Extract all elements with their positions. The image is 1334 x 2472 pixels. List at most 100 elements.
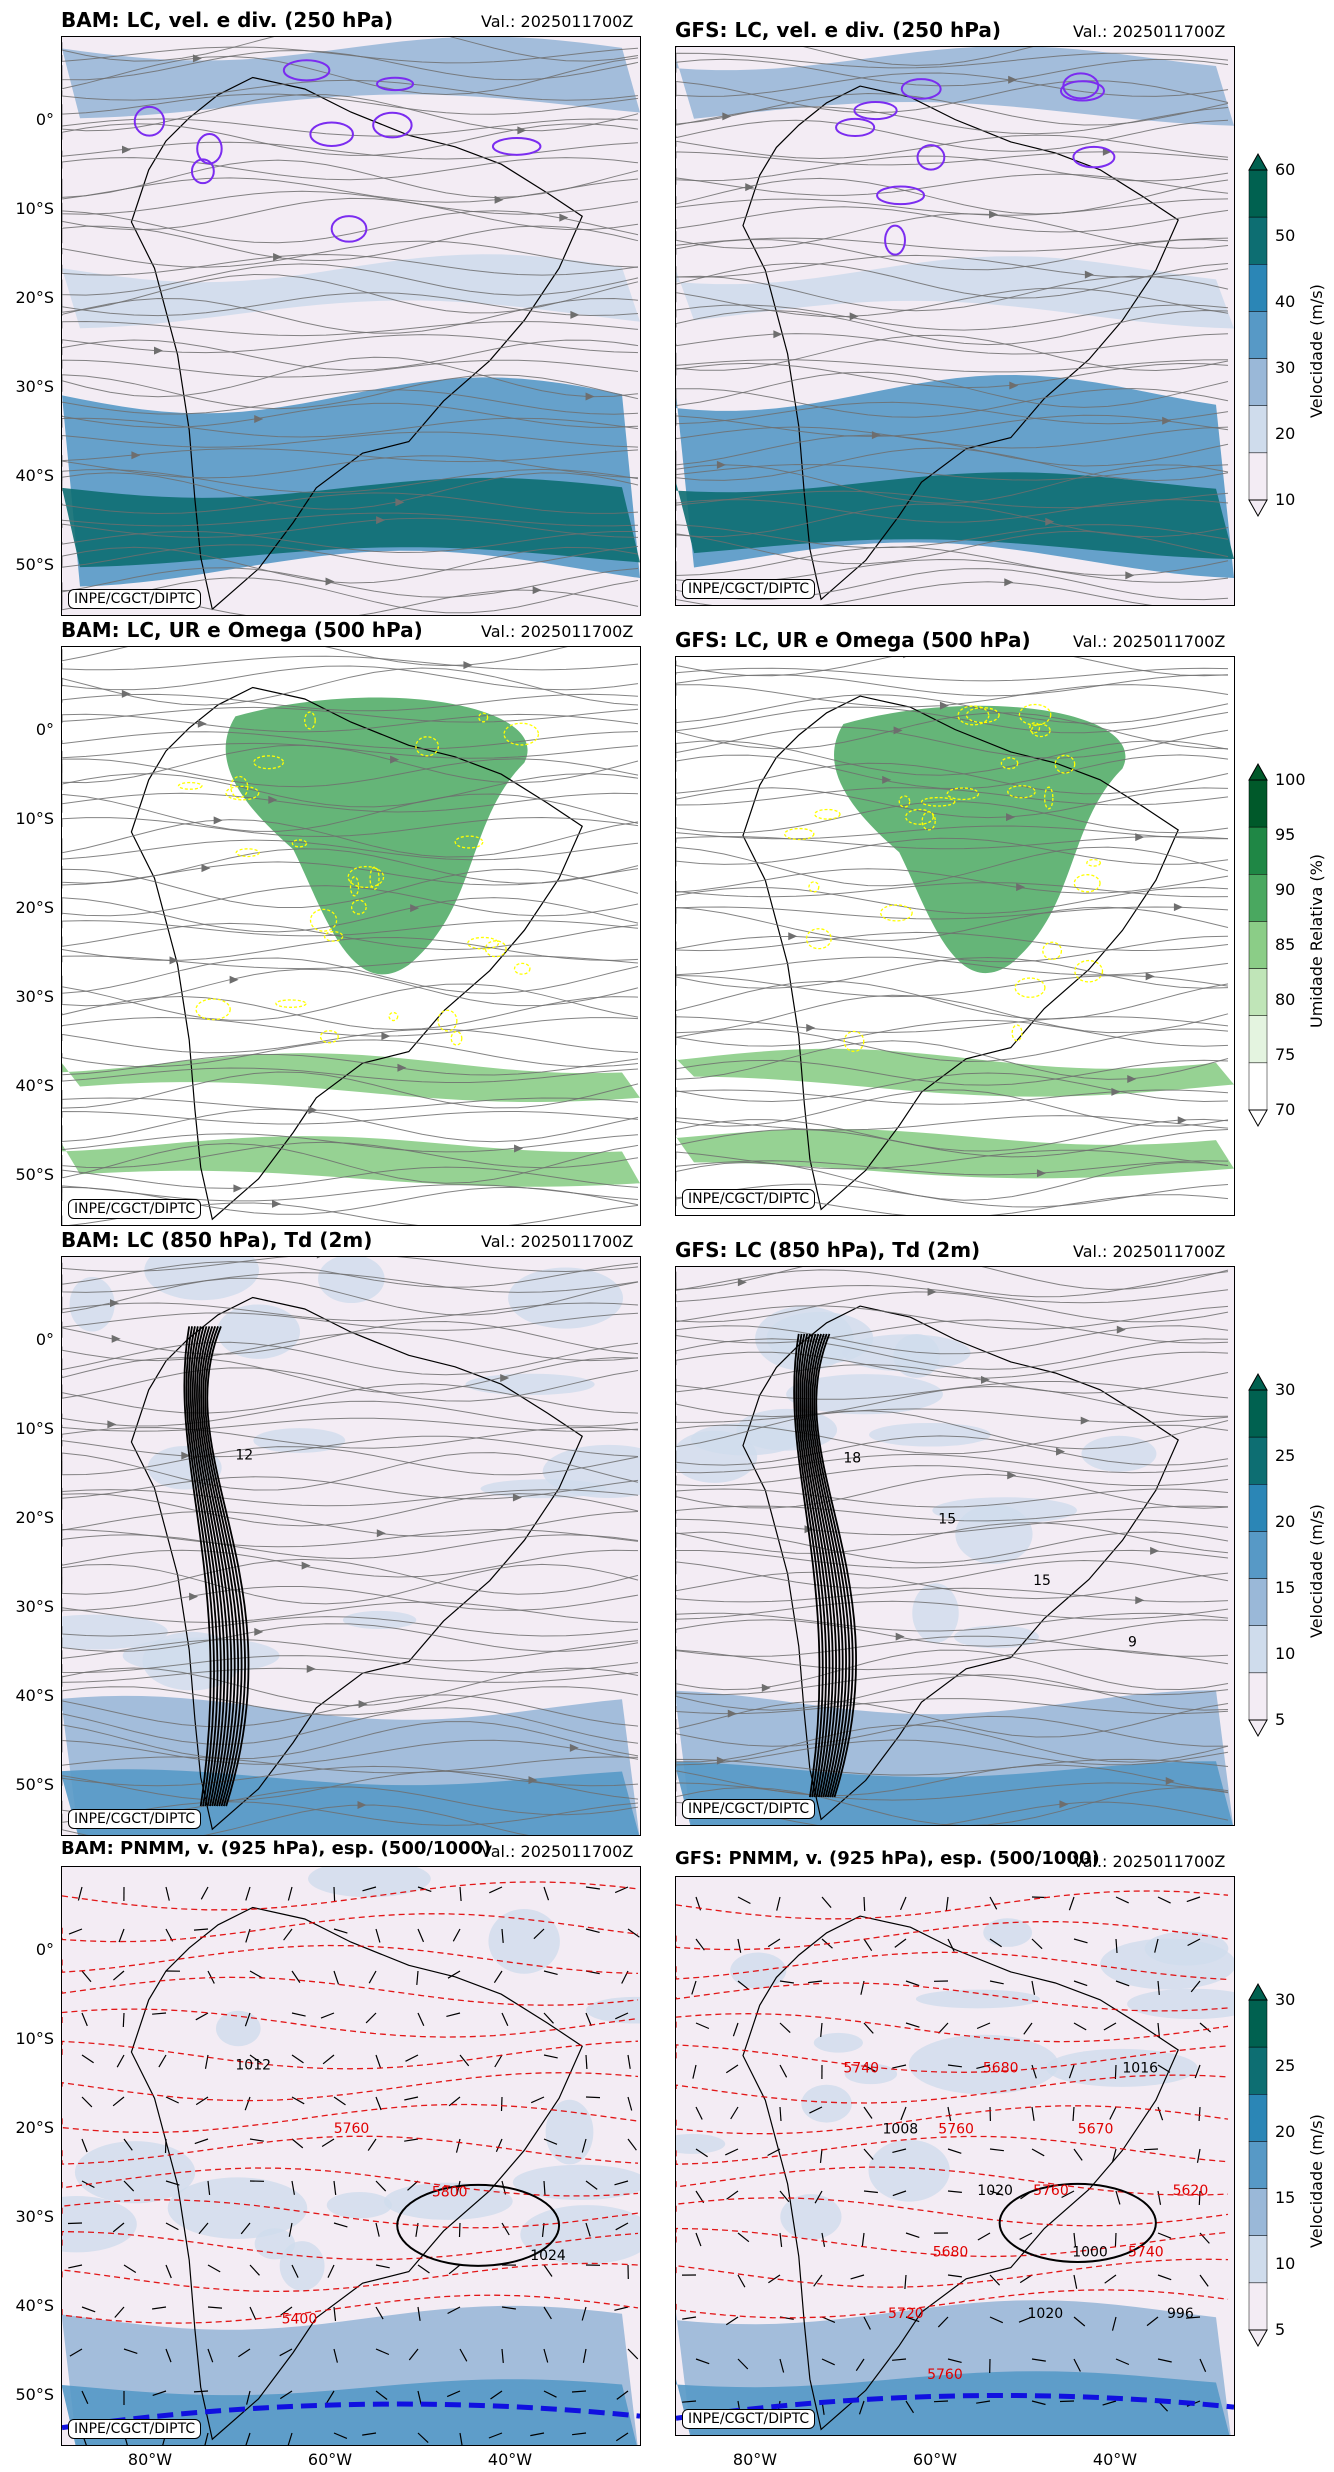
wind-barb <box>375 2222 380 2237</box>
streamline <box>62 1166 639 1189</box>
latitude-tick-label: 40°S <box>15 466 54 485</box>
streamline <box>62 1476 639 1500</box>
longitude-tick-label: 80°W <box>732 2450 778 2469</box>
panel-title: BAM: LC, UR e Omega (500 hPa) <box>61 618 423 642</box>
wind-barb <box>737 2358 749 2370</box>
wind-barb <box>452 1928 461 1942</box>
wind-barb <box>947 2064 962 2068</box>
wind-barb <box>1157 1896 1171 1904</box>
map-area: INPE/CGCT/DIPTC <box>61 646 641 1226</box>
latitude-tick-label: 20°S <box>15 2118 54 2137</box>
wind-barb <box>894 1938 907 1948</box>
credit-label: INPE/CGCT/DIPTC <box>68 589 202 609</box>
wind-patch <box>1081 1435 1157 1472</box>
streamline <box>676 1549 1229 1569</box>
streamline <box>62 885 639 917</box>
streamline <box>676 906 1229 941</box>
latitude-tick-label: 10°S <box>15 2029 54 2048</box>
streamline <box>676 106 1229 135</box>
wind-barb <box>459 1886 462 1902</box>
contour-label: 5680 <box>983 2060 1019 2076</box>
wind-barb <box>730 2106 739 2120</box>
streamline <box>62 339 639 371</box>
streamline-arrow <box>494 195 504 204</box>
longitude-tick-label: 40°W <box>487 2450 533 2469</box>
omega-contour <box>347 865 385 889</box>
longitude-tick-label: 40°W <box>1092 2450 1138 2469</box>
wind-barb <box>407 2180 419 2191</box>
wind-barb <box>1115 1896 1129 1904</box>
wind-barb <box>947 2190 962 2193</box>
wind-patch <box>813 2032 863 2053</box>
wind-barb <box>543 2348 549 2363</box>
streamline <box>676 1269 1229 1298</box>
wind-barb <box>405 2054 419 2062</box>
streamline <box>62 157 639 181</box>
wind-barb <box>249 2138 264 2142</box>
omega-contour <box>1042 941 1063 961</box>
wind-barb <box>976 2400 991 2404</box>
colorbar <box>1248 152 1268 518</box>
streamline-arrow <box>1135 1596 1145 1605</box>
thickness-contour <box>62 1944 639 1975</box>
continent-outline <box>130 1906 583 2441</box>
humidity-band <box>676 1048 1234 1097</box>
wind-barb <box>165 1886 170 1901</box>
wind-barb <box>863 2022 874 2034</box>
wind-barb <box>404 2138 419 2142</box>
wind-barb <box>279 2348 293 2357</box>
wind-barb <box>1196 2148 1201 2163</box>
streamline-arrow <box>1045 517 1055 526</box>
wind-barb <box>863 1896 866 1912</box>
streamline <box>676 1673 1229 1711</box>
streamline <box>676 1363 1229 1394</box>
wind-barb <box>326 2390 335 2404</box>
colorbar-tick-label: 30 <box>1275 1380 1296 1399</box>
thickness-contour <box>676 2258 1229 2288</box>
streamline <box>62 292 639 317</box>
wind-barb <box>1190 1980 1201 1993</box>
colorbar-label: Velocidade (m/s) <box>1307 283 1326 418</box>
thickness-contour <box>676 2074 1229 2104</box>
streamline <box>676 334 1229 372</box>
streamline <box>62 1367 639 1402</box>
streamline <box>676 1149 1229 1170</box>
thickness-contour <box>676 1982 1229 2012</box>
streamline-arrow <box>121 689 131 698</box>
streamline-arrow <box>1135 833 1145 842</box>
streamline-arrow <box>1125 571 1135 580</box>
panel-title: GFS: LC, vel. e div. (250 hPa) <box>675 18 1001 42</box>
credit-label: INPE/CGCT/DIPTC <box>682 1189 816 1209</box>
colorbar-segment <box>1248 1015 1268 1064</box>
wind-barb <box>81 2138 88 2153</box>
wind-barb <box>501 2348 504 2363</box>
colorbar-segment <box>1248 2141 1268 2189</box>
streamline-arrow <box>254 1627 264 1636</box>
wind-barb <box>68 2264 83 2269</box>
streamline <box>62 1435 639 1458</box>
wind-barb <box>77 1886 83 1901</box>
divergence-contour <box>900 78 942 100</box>
streamline <box>62 1707 639 1745</box>
streamline <box>62 468 639 494</box>
wind-barb <box>809 2106 823 2114</box>
wind-barb <box>246 2390 251 2405</box>
dewpoint-contour <box>803 1333 838 1798</box>
wind-barb <box>204 2054 209 2069</box>
streamline <box>62 431 639 448</box>
thickness-contour <box>62 1976 639 2006</box>
omega-contour <box>1000 757 1019 770</box>
credit-label: INPE/CGCT/DIPTC <box>68 1199 202 1219</box>
wind-barb <box>1073 2022 1087 2031</box>
colorbar-segment <box>1248 2188 1268 2236</box>
omega-contour <box>965 707 1000 724</box>
streamline <box>676 155 1229 182</box>
streamline-arrow <box>410 904 420 913</box>
wind-barb <box>989 2190 1004 2196</box>
dewpoint-contour <box>793 1333 821 1798</box>
wind-barb <box>327 2264 335 2278</box>
wind-band <box>676 256 1234 329</box>
streamline <box>62 512 639 527</box>
streamline-arrow <box>1007 1471 1017 1480</box>
omega-contour <box>484 940 507 958</box>
